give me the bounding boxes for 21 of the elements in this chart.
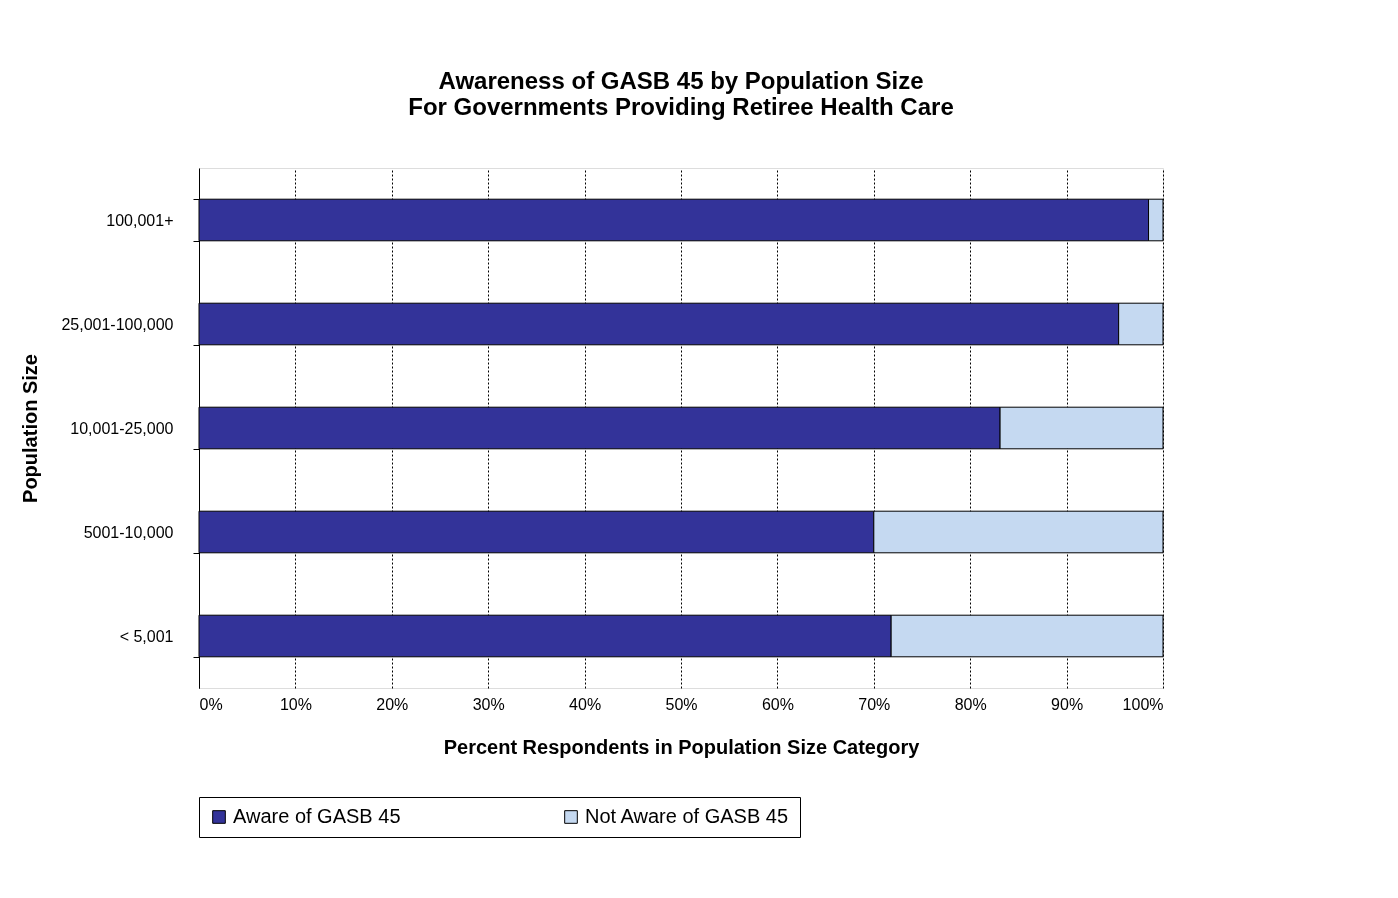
x-tick-label: 100% xyxy=(1122,695,1164,713)
y-tick-label: 5001-10,000 xyxy=(83,523,174,541)
x-tick-label: 40% xyxy=(569,695,602,713)
y-tick-label: < 5,001 xyxy=(119,627,174,645)
legend-label: Aware of GASB 45 xyxy=(233,805,401,827)
y-tick-label: 10,001-25,000 xyxy=(70,419,174,437)
x-tick-label: 60% xyxy=(761,695,794,713)
y-axis-title: Population Size xyxy=(19,354,42,503)
x-tick-label: 70% xyxy=(858,695,891,713)
x-axis-title: Percent Respondents in Population Size Category xyxy=(443,735,921,758)
x-tick-label: 80% xyxy=(954,695,987,713)
y-tick-label: 25,001-100,000 xyxy=(61,315,174,333)
x-tick-label: 50% xyxy=(665,695,698,713)
y-tick-label: 100,001+ xyxy=(106,211,174,229)
x-tick-label: 90% xyxy=(1051,695,1084,713)
chart-title: Awareness of GASB 45 by Population Size For Governments Providing Retiree Health Care xyxy=(408,67,954,120)
legend-label: Not Aware of GASB 45 xyxy=(585,805,789,827)
x-tick-label: 20% xyxy=(376,695,409,713)
x-tick-label: 30% xyxy=(472,695,505,713)
x-tick-label: 0% xyxy=(199,695,223,713)
x-tick-label: 10% xyxy=(279,695,312,713)
